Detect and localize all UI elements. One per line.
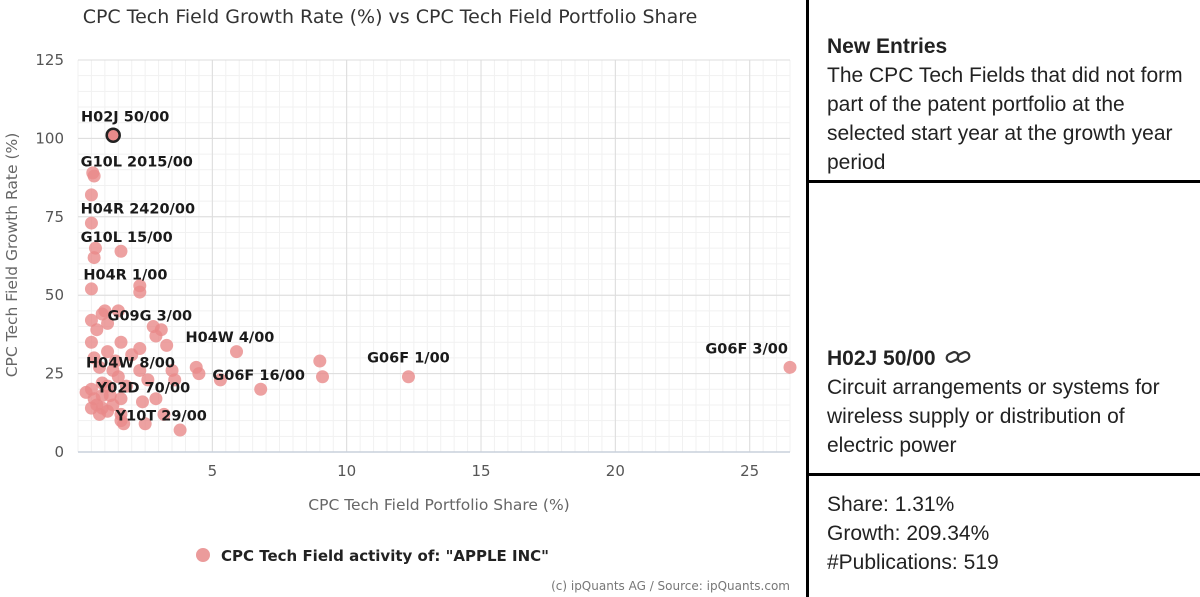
chart-title: CPC Tech Field Growth Rate (%) vs CPC Te… xyxy=(83,6,698,28)
data-point[interactable] xyxy=(111,370,125,384)
y-tick-label: 100 xyxy=(35,129,64,147)
x-tick-label: 20 xyxy=(606,462,625,480)
data-point[interactable] xyxy=(213,373,227,387)
point-label: G06F 3/00 xyxy=(705,341,788,357)
data-point[interactable] xyxy=(192,367,206,381)
share-value: Share: 1.31% xyxy=(827,493,955,516)
data-point[interactable] xyxy=(135,395,149,409)
growth-value: Growth: 209.34% xyxy=(827,522,990,545)
point-label: G10L 15/00 xyxy=(81,230,173,246)
point-label: Y02D 70/00 xyxy=(96,380,190,396)
point-labels: H02J 50/00 G06F 3/00 G06F 1/00 G10L 2015/00… xyxy=(81,109,788,424)
new-entries-text: The CPC Tech Fields that did not form pa… xyxy=(827,64,1183,174)
point-label: H04W 4/00 xyxy=(185,330,274,346)
divider xyxy=(809,473,1200,476)
data-point[interactable] xyxy=(92,407,106,421)
y-tick-label: 75 xyxy=(45,208,64,226)
y-axis-label: CPC Tech Field Growth Rate (%) xyxy=(3,133,21,378)
data-point[interactable] xyxy=(87,351,101,365)
point-label: G06F 1/00 xyxy=(367,351,450,367)
legend[interactable]: CPC Tech Field activity of: "APPLE INC" xyxy=(196,547,549,565)
stats-section: Share: 1.31% Growth: 209.34% #Publicatio… xyxy=(809,490,1200,577)
new-entries-title: New Entries xyxy=(827,35,948,58)
point-label: H02J 50/00 xyxy=(81,109,169,125)
data-point[interactable] xyxy=(114,244,128,258)
divider xyxy=(809,180,1200,183)
x-tick-label: 25 xyxy=(740,462,759,480)
data-point[interactable] xyxy=(783,360,797,374)
data-point[interactable] xyxy=(254,382,268,396)
data-point[interactable] xyxy=(313,354,327,368)
y-tick-label: 0 xyxy=(54,443,64,461)
data-point[interactable] xyxy=(90,323,104,337)
y-axis-ticks: 0 25 50 75 100 125 xyxy=(35,51,64,461)
y-tick-label: 125 xyxy=(35,51,64,69)
new-entries-section: New Entries The CPC Tech Fields that did… xyxy=(809,33,1200,177)
data-point[interactable] xyxy=(84,216,98,230)
data-point[interactable] xyxy=(160,338,174,352)
data-point[interactable] xyxy=(84,188,98,202)
data-point[interactable] xyxy=(133,363,147,377)
data-point[interactable] xyxy=(87,251,101,265)
point-label: Y10T 29/00 xyxy=(115,409,207,425)
point-label: G06F 16/00 xyxy=(212,368,305,384)
data-point[interactable] xyxy=(125,348,139,362)
point-label: H04R 1/00 xyxy=(83,268,167,284)
data-point[interactable] xyxy=(133,285,147,299)
x-tick-label: 5 xyxy=(208,462,218,480)
link-icon[interactable] xyxy=(945,345,971,373)
data-point[interactable] xyxy=(114,335,128,349)
x-axis-ticks: 5 10 15 20 25 xyxy=(208,462,760,480)
data-point[interactable] xyxy=(117,417,131,431)
selected-data-point[interactable] xyxy=(105,127,121,144)
data-point[interactable] xyxy=(230,345,244,359)
selected-description: Circuit arrangements or systems for wire… xyxy=(827,376,1160,458)
data-point[interactable] xyxy=(87,169,101,183)
data-point[interactable] xyxy=(149,329,163,343)
data-point[interactable] xyxy=(141,373,155,387)
y-tick-label: 50 xyxy=(45,286,64,304)
point-label: G10L 2015/00 xyxy=(81,155,193,171)
data-point[interactable] xyxy=(92,360,106,374)
data-point[interactable] xyxy=(84,313,98,327)
data-point[interactable] xyxy=(95,307,109,321)
selected-code: H02J 50/00 xyxy=(827,347,936,370)
data-point[interactable] xyxy=(157,407,171,421)
x-tick-label: 10 xyxy=(337,462,356,480)
y-tick-label: 25 xyxy=(45,365,64,383)
point-label: H04R 2420/00 xyxy=(81,202,195,218)
legend-marker xyxy=(196,548,210,562)
data-point[interactable] xyxy=(168,373,182,387)
data-point[interactable] xyxy=(101,345,115,359)
point-label: G09G 3/00 xyxy=(108,308,193,324)
scatter-chart: CPC Tech Field Growth Rate (%) vs CPC Te… xyxy=(3,6,797,593)
data-point[interactable] xyxy=(401,370,415,384)
x-tick-label: 15 xyxy=(471,462,490,480)
data-point[interactable] xyxy=(173,423,187,437)
data-point[interactable] xyxy=(315,370,329,384)
point-label: H04W 8/00 xyxy=(86,355,175,371)
data-point[interactable] xyxy=(101,316,115,330)
data-point[interactable] xyxy=(149,392,163,406)
credit-text[interactable]: (c) ipQuants AG / Source: ipQuants.com xyxy=(551,579,790,593)
data-points[interactable] xyxy=(79,127,797,437)
data-point[interactable] xyxy=(119,379,133,393)
details-panel: New Entries The CPC Tech Fields that did… xyxy=(806,0,1200,597)
data-point[interactable] xyxy=(111,304,125,318)
x-axis-label: CPC Tech Field Portfolio Share (%) xyxy=(308,496,569,514)
data-point[interactable] xyxy=(84,282,98,296)
data-point[interactable] xyxy=(84,335,98,349)
selected-field-section: H02J 50/00 Circuit arrangements or syste… xyxy=(809,345,1200,460)
chart-grid xyxy=(77,59,791,453)
data-point[interactable] xyxy=(138,417,152,431)
legend-label[interactable]: CPC Tech Field activity of: "APPLE INC" xyxy=(221,547,549,565)
publications-count: #Publications: 519 xyxy=(827,551,999,574)
